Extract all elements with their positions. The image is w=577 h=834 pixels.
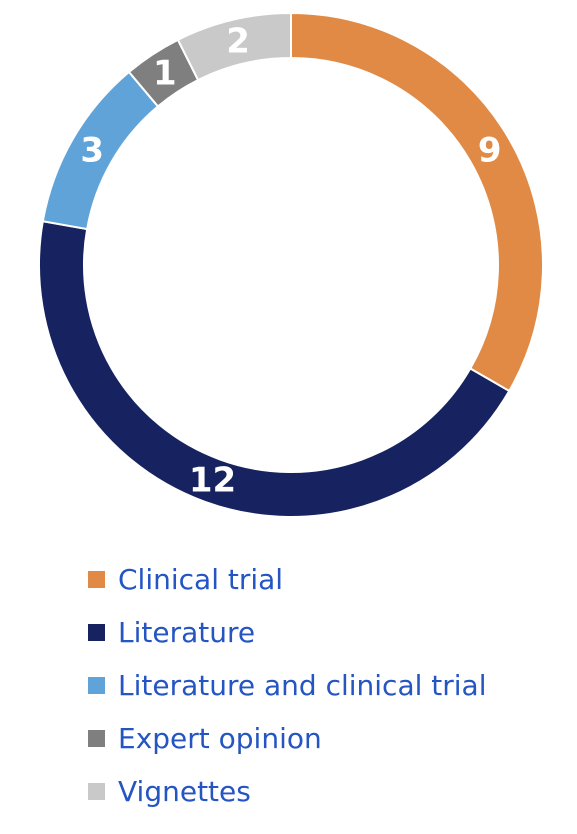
slice-label-vignettes: 2	[226, 22, 250, 62]
legend: Clinical trial Literature Literature and…	[88, 553, 487, 818]
slice-label-expert-opinion: 1	[153, 53, 177, 93]
legend-label-clinical-trial: Clinical trial	[118, 563, 284, 596]
slice-literature	[38, 220, 511, 518]
legend-item-clinical-trial: Clinical trial	[88, 553, 487, 606]
slice-label-literature-and-clinical-trial: 3	[80, 130, 104, 170]
legend-label-literature-and-clinical-trial: Literature and clinical trial	[118, 669, 487, 702]
legend-swatch-literature	[88, 624, 105, 641]
donut-slices	[38, 11, 544, 518]
legend-item-literature: Literature	[88, 606, 487, 659]
legend-swatch-clinical-trial	[88, 571, 105, 588]
legend-label-literature: Literature	[118, 616, 256, 649]
legend-item-vignettes: Vignettes	[88, 765, 487, 818]
legend-label-expert-opinion: Expert opinion	[118, 722, 322, 755]
legend-swatch-vignettes	[88, 783, 105, 800]
legend-label-vignettes: Vignettes	[118, 775, 251, 808]
slice-vignettes	[176, 11, 292, 82]
legend-swatch-expert-opinion	[88, 730, 105, 747]
legend-swatch-literature-and-clinical-trial	[88, 677, 105, 694]
slice-label-clinical-trial: 9	[478, 130, 502, 170]
legend-item-literature-and-clinical-trial: Literature and clinical trial	[88, 659, 487, 712]
legend-item-expert-opinion: Expert opinion	[88, 712, 487, 765]
slice-label-literature: 12	[189, 461, 236, 501]
slice-clinical-trial	[290, 11, 544, 393]
